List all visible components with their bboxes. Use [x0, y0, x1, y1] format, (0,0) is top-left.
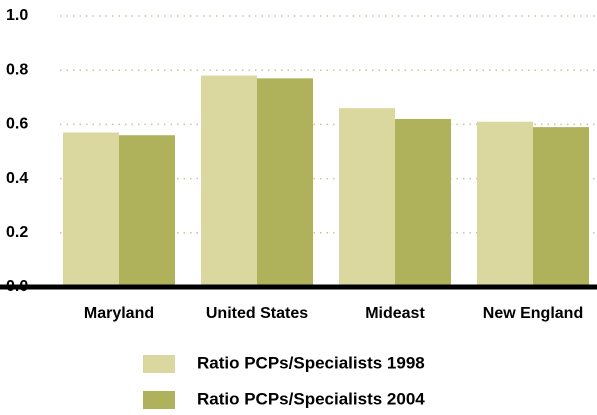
y-tick-label: 0.6	[6, 116, 28, 133]
y-tick-label: 0.8	[6, 61, 28, 78]
bar	[395, 118, 451, 287]
bar	[477, 121, 533, 287]
y-tick-label: 0.4	[6, 170, 28, 187]
bar	[339, 108, 395, 287]
legend-label: Ratio PCPs/Specialists 1998	[197, 353, 425, 372]
x-tick-label: New England	[483, 305, 583, 322]
bar	[533, 127, 589, 287]
legend-swatch	[143, 391, 175, 409]
bar	[257, 78, 313, 287]
legend-swatch	[143, 355, 175, 373]
x-tick-label: United States	[206, 305, 308, 322]
legend-label: Ratio PCPs/Specialists 2004	[197, 389, 425, 408]
bar	[201, 75, 257, 288]
bar	[63, 132, 119, 287]
bar	[119, 135, 175, 287]
y-tick-label: 0.2	[6, 224, 28, 241]
x-tick-label: Maryland	[84, 305, 154, 322]
x-tick-label: Mideast	[365, 305, 425, 322]
y-tick-label: 1.0	[6, 7, 28, 24]
